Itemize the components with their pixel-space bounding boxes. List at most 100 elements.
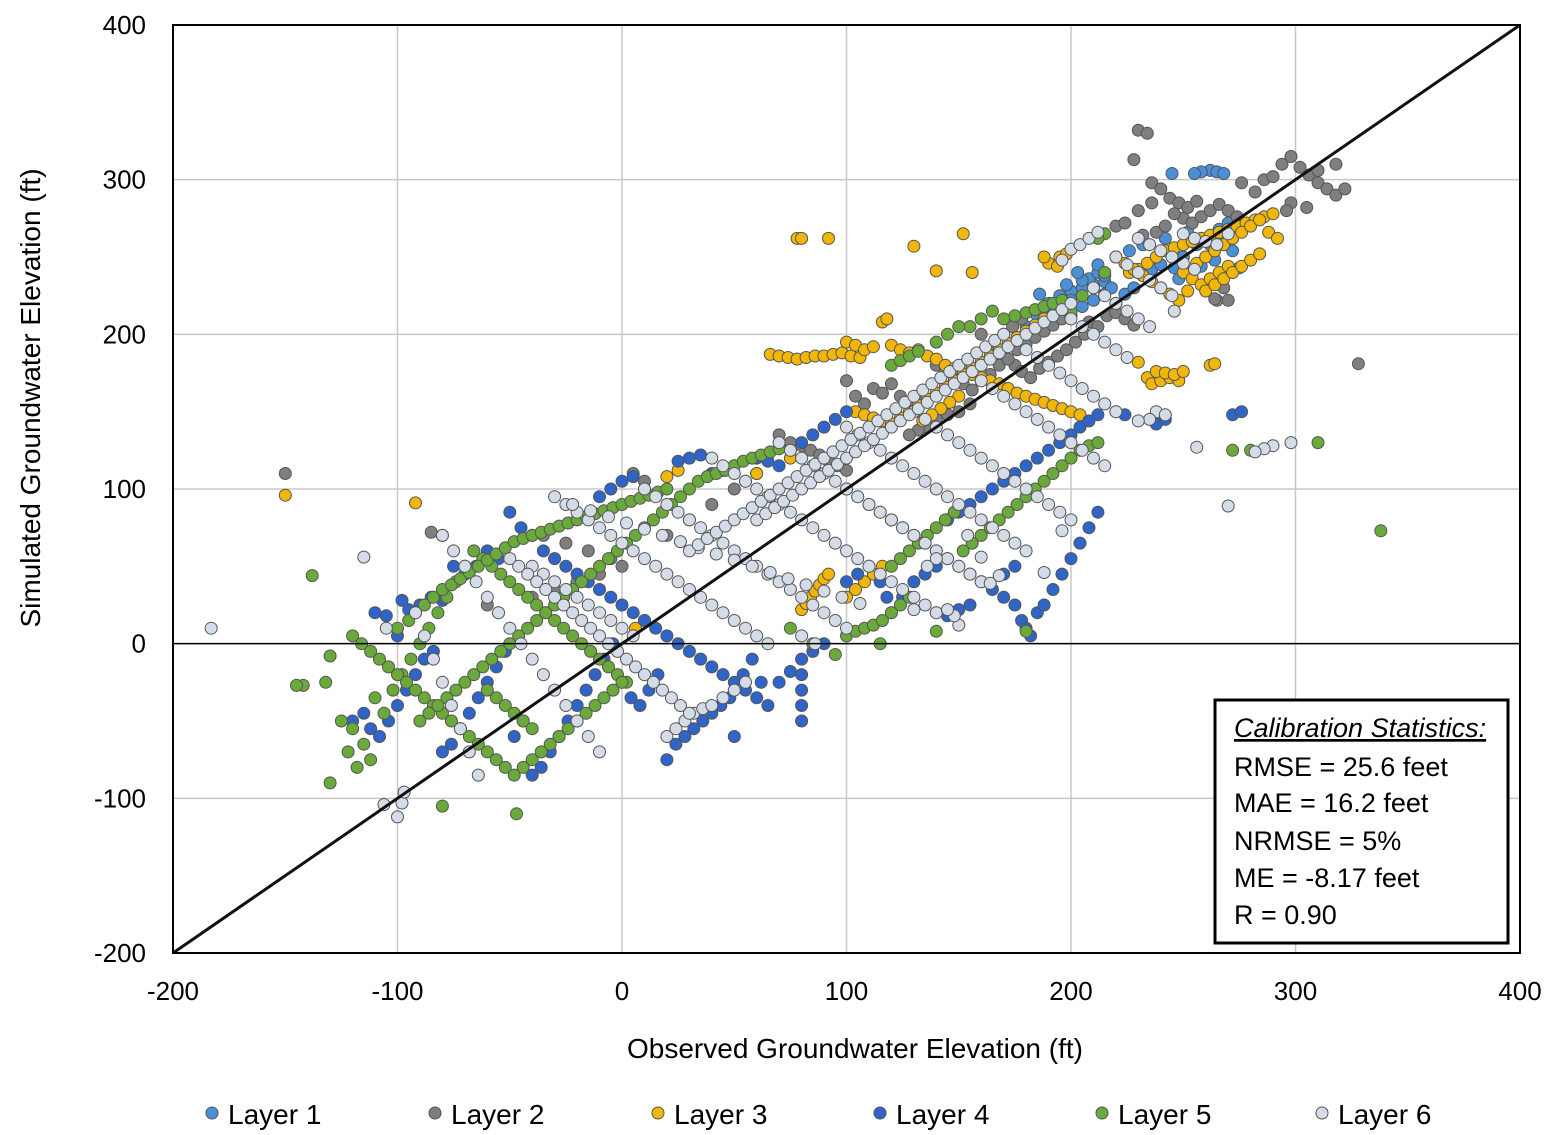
data-point [997,590,1011,604]
data-point [911,344,925,358]
data-point [896,583,910,596]
data-point [918,412,932,426]
data-point [682,544,696,558]
data-point [593,490,606,504]
data-point [804,476,818,490]
data-point [1109,250,1123,264]
data-point [835,590,849,604]
data-point [1030,451,1044,465]
data-point [929,264,943,278]
data-point [350,760,364,774]
data-point [1194,210,1208,224]
data-point [1235,259,1249,273]
data-point [1008,474,1022,488]
data-point [974,374,988,388]
data-point [1109,405,1123,419]
data-point [871,414,885,428]
data-point [813,470,827,484]
data-point [530,575,544,589]
legend-label: Layer 6 [1338,1099,1431,1130]
data-point [494,644,508,658]
data-point [974,312,988,326]
data-point [1210,238,1224,252]
data-point [620,516,633,530]
data-point [1208,292,1222,306]
stats-rmse: RMSE = 25.6 feet [1234,752,1448,782]
data-point [444,578,458,592]
data-point [934,402,948,416]
data-point [503,575,517,589]
data-point [386,683,400,697]
data-point [548,552,562,566]
data-point [896,521,910,535]
data-point [1060,343,1073,357]
data-point [745,501,759,515]
legend-marker [428,1106,442,1120]
data-point [462,706,476,720]
data-point [1188,231,1201,245]
data-point [727,467,741,480]
y-tick-labels: -200 -100 0 100 200 300 400 [94,10,146,968]
data-point [929,352,943,366]
data-point [597,691,611,705]
data-point [1226,443,1240,457]
data-point [1037,598,1051,612]
data-point [709,525,723,539]
data-point [1055,253,1069,267]
x-tick-label: -200 [147,976,199,1006]
data-point [1140,126,1154,140]
data-point [941,490,954,504]
data-point [1053,366,1067,380]
data-point [1300,201,1314,214]
x-tick-label: 200 [1049,976,1092,1006]
data-point [963,505,977,519]
data-point [604,590,618,604]
data-point [795,652,809,666]
data-point [934,371,948,385]
data-point [581,598,595,612]
data-point [1185,216,1199,230]
data-point [536,668,550,682]
data-point [1019,327,1033,341]
data-point [346,722,360,736]
data-point [570,714,584,728]
data-point [1010,334,1024,347]
data-point [409,668,422,682]
data-point [424,525,438,539]
data-point [673,490,687,504]
data-point [963,598,977,612]
data-point [1131,266,1145,279]
data-point [1143,320,1157,334]
data-point [1019,405,1033,419]
data-point [739,474,752,488]
data-point [1244,219,1258,233]
data-point [489,691,503,705]
data-point [417,691,431,705]
data-point [368,691,382,705]
data-point [1019,459,1033,473]
legend-item: Layer 6 [1315,1099,1431,1130]
data-point [974,358,988,372]
data-point [368,606,382,620]
data-point [875,386,889,400]
data-point [822,463,835,477]
data-point [956,227,970,241]
data-point [1235,405,1249,419]
data-point [907,575,921,589]
data-point [1149,225,1163,239]
data-point [974,451,988,465]
data-point [759,507,773,521]
data-point [391,668,404,682]
data-point [1055,567,1069,581]
data-point [1008,536,1022,550]
data-point [1082,231,1096,245]
data-point [1158,408,1172,422]
data-point [638,668,651,682]
data-point [1046,309,1060,323]
data-point [480,745,494,759]
data-point [1087,389,1100,403]
data-point [417,629,431,643]
legend-marker [1315,1106,1329,1120]
data-point [1053,505,1067,519]
